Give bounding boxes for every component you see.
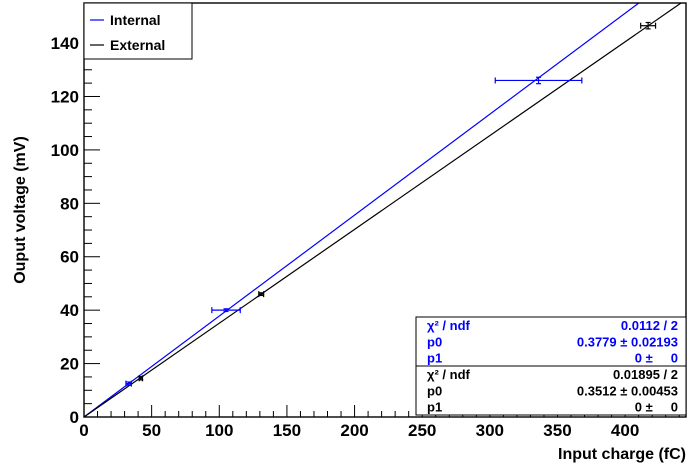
legend-entry: External <box>110 37 165 53</box>
stats-block <box>415 316 687 367</box>
fit-stats-box: χ² / ndf 0.0112 / 2 p0 0.3779 ± 0.02193 p1 0 … <box>415 316 687 416</box>
data-points <box>125 21 657 387</box>
fit-line <box>83 2 682 418</box>
y-axis-label: Ouput voltage (mV) <box>12 136 29 284</box>
stats-label: p1 <box>427 351 442 366</box>
stats-value: 0.3512 ± 0.00453 <box>577 383 678 398</box>
x-tick-label: 300 <box>476 421 504 440</box>
y-tick-label: 0 <box>70 408 79 427</box>
x-tick-label: 250 <box>408 421 436 440</box>
stats-value: 0 ± 0 <box>635 400 678 415</box>
y-tick-label: 40 <box>60 301 79 320</box>
data-point <box>211 307 241 314</box>
plot-frame <box>83 2 687 418</box>
legend: Internal External <box>83 2 193 60</box>
y-tick-label: 100 <box>51 141 79 160</box>
data-point <box>138 375 144 382</box>
stats-label: p1 <box>427 400 442 415</box>
x-tick-label: 400 <box>611 421 639 440</box>
stats-value: 0.0112 / 2 <box>621 318 678 333</box>
stats-value: 0.3779 ± 0.02193 <box>577 334 678 349</box>
y-tick-label: 120 <box>51 87 79 106</box>
stats-value: 0 ± 0 <box>635 351 678 366</box>
x-tick-label: 0 <box>79 421 88 440</box>
y-tick-label: 20 <box>60 355 79 374</box>
x-axis: 0 50 100 150 200 250 300 350 400 <box>79 405 680 440</box>
y-tick-label: 80 <box>60 194 79 213</box>
x-tick-label: 350 <box>543 421 571 440</box>
stats-block <box>415 365 687 416</box>
stats-label: χ² / ndf <box>427 367 471 382</box>
data-point <box>494 76 583 85</box>
y-tick-label: 60 <box>60 248 79 267</box>
x-tick-label: 100 <box>205 421 233 440</box>
y-tick-label: 140 <box>51 34 79 53</box>
x-tick-label: 50 <box>142 421 161 440</box>
stats-label: χ² / ndf <box>427 318 471 333</box>
x-axis-label: Input charge (fC) <box>558 446 686 463</box>
legend-box <box>83 2 193 60</box>
data-point <box>640 21 657 30</box>
stats-label: p0 <box>427 334 442 349</box>
x-tick-label: 200 <box>340 421 368 440</box>
stats-value: 0.01895 / 2 <box>613 367 678 382</box>
x-tick-label: 150 <box>273 421 301 440</box>
fit-line <box>83 2 640 418</box>
data-point <box>125 380 132 387</box>
data-point <box>258 291 265 298</box>
stats-label: p0 <box>427 383 442 398</box>
legend-entry: Internal <box>110 12 161 28</box>
fit-lines <box>83 2 682 418</box>
y-axis: 0 20 40 60 80 100 120 140 <box>51 2 100 427</box>
